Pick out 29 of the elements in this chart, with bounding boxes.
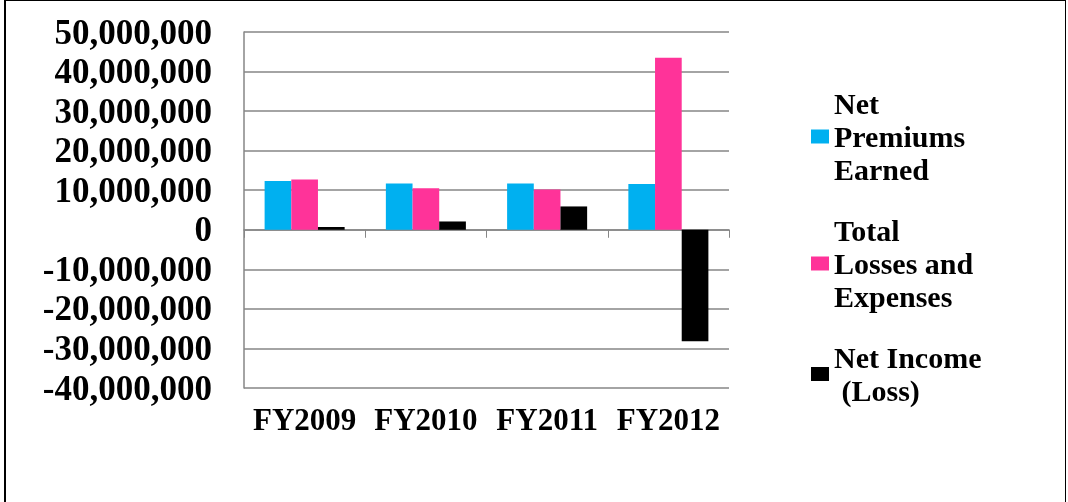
x-tick-label: FY2012: [616, 402, 721, 437]
legend-label: Net Income (Loss): [834, 341, 982, 408]
x-tick-label: FY2010: [374, 402, 478, 437]
y-tick-label: -30,000,000: [42, 328, 212, 368]
y-tick-label: 10,000,000: [54, 170, 212, 210]
bar: [533, 189, 561, 230]
bar: [655, 57, 682, 230]
legend-label: Net Premiums Earned: [834, 87, 973, 186]
y-tick-label: 0: [194, 210, 212, 250]
bar: [291, 179, 318, 230]
bar: [385, 183, 413, 230]
y-tick-label: 30,000,000: [54, 91, 212, 131]
bar: [628, 183, 656, 230]
y-tick-label: 50,000,000: [54, 12, 212, 52]
bar: [412, 188, 440, 230]
x-tick-label: FY2009: [252, 402, 357, 437]
bar: [317, 227, 345, 230]
bar: [264, 181, 292, 230]
bar: [507, 183, 534, 230]
y-tick-label: 40,000,000: [54, 52, 212, 92]
bar: [439, 221, 466, 230]
y-tick-label: -20,000,000: [42, 289, 212, 329]
y-tick-label: -40,000,000: [42, 368, 212, 408]
bar: [560, 206, 588, 230]
y-tick-label: 20,000,000: [54, 131, 212, 171]
bar: [681, 229, 709, 342]
legend-label: Total Losses and Expenses: [834, 214, 981, 313]
x-tick-label: FY2011: [496, 402, 598, 437]
y-tick-label: -10,000,000: [42, 249, 212, 289]
